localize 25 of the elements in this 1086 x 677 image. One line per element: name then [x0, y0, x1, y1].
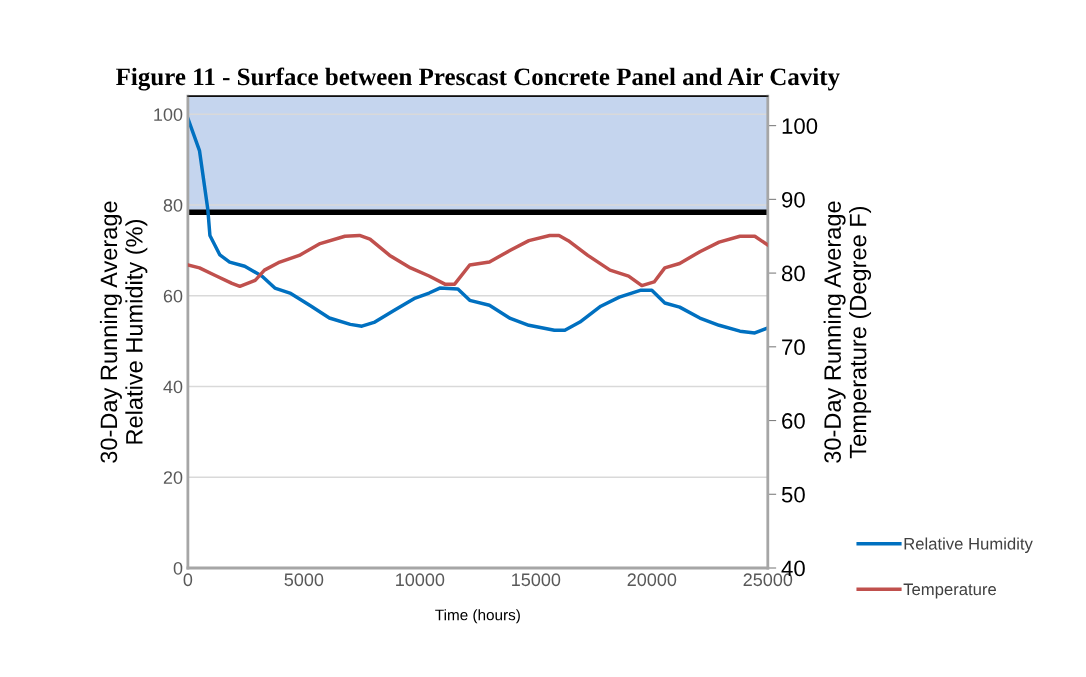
y-tick-label: 80 [163, 198, 183, 212]
legend-label: Relative Humidity [904, 537, 1033, 553]
y2-tick-label: 70 [782, 339, 805, 356]
y-tick-label: 60 [163, 289, 183, 303]
y2-tick-label: 90 [782, 191, 805, 208]
y-tick-label: 40 [163, 380, 183, 394]
y2-tick-label: 80 [781, 265, 805, 282]
y2-tick-label: 60 [782, 413, 805, 429]
line-series [187, 233, 768, 289]
y-tick-label: 0 [173, 561, 183, 575]
x-tick-label: 5000 [284, 573, 324, 587]
y-tick-label: 100 [154, 108, 183, 121]
y-axis-title: 30-Day Running Average Relative Humidity (%) [99, 201, 148, 463]
y2-tick-label: 50 [781, 486, 805, 503]
x-tick-label: 0 [183, 573, 193, 587]
y2-tick-label: 100 [782, 118, 818, 134]
chart-title: Figure 11 - Surface between Prescast Concrete Panel and Air Cavity [116, 67, 840, 91]
y-tick-label: 20 [163, 471, 183, 484]
line-series [187, 116, 768, 335]
x-axis-title: Time (hours) [435, 609, 520, 624]
y2-axis-title: 30-Day Running Average Temperature (Degree F) [823, 201, 872, 463]
x-tick-label: 10000 [396, 573, 445, 587]
x-tick-label: 15000 [512, 573, 561, 587]
legend-label: Temperature [903, 583, 997, 599]
x-tick-label: 20000 [627, 573, 677, 587]
